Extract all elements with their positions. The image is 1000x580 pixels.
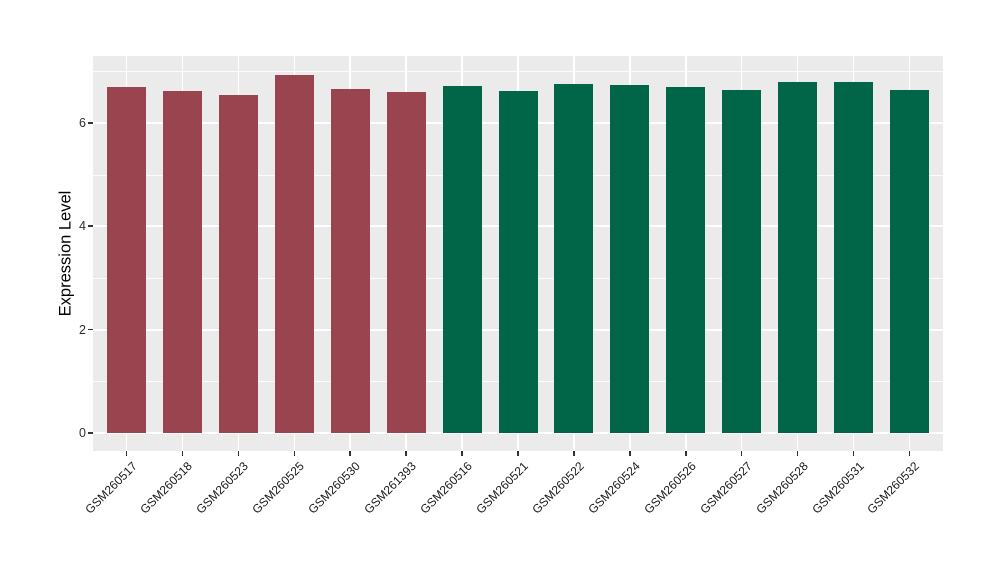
bar-GSM260524 — [610, 84, 650, 433]
x-tick-mark — [125, 451, 128, 456]
x-tick-mark — [852, 451, 855, 456]
x-tick-mark — [517, 451, 519, 456]
x-tick-mark — [796, 451, 799, 456]
y-tick-label: 2 — [79, 322, 86, 337]
y-tick-mark — [88, 122, 93, 124]
y-tick-mark — [88, 432, 93, 434]
bar-GSM260518 — [162, 90, 202, 433]
x-tick-mark — [629, 451, 631, 456]
bar-GSM260517 — [107, 87, 147, 433]
bar-GSM260527 — [722, 89, 762, 433]
bar-GSM260525 — [274, 75, 314, 433]
x-tick-mark — [461, 451, 463, 456]
x-tick-mark — [573, 451, 575, 456]
x-tick-mark — [181, 451, 184, 456]
bar-GSM260522 — [554, 84, 594, 433]
x-tick-mark — [349, 451, 351, 456]
bar-GSM260528 — [778, 81, 818, 433]
y-tick-mark — [88, 225, 93, 227]
bar-GSM260530 — [330, 89, 370, 433]
y-tick-mark — [88, 328, 93, 331]
bar-GSM260516 — [442, 86, 482, 433]
y-tick-label: 4 — [79, 219, 86, 234]
y-tick-label: 6 — [79, 115, 86, 130]
x-tick-mark — [908, 451, 911, 456]
x-tick-mark — [237, 451, 240, 456]
bar-GSM260526 — [666, 86, 706, 433]
x-tick-mark — [405, 451, 407, 456]
x-tick-mark — [293, 451, 296, 456]
bar-GSM260532 — [889, 89, 929, 433]
bar-GSM260523 — [218, 94, 258, 433]
y-tick-label: 0 — [79, 426, 86, 440]
x-tick-mark — [740, 451, 743, 456]
plot-panel — [93, 56, 943, 451]
bar-GSM260521 — [498, 90, 538, 433]
x-tick-mark — [685, 451, 687, 456]
bar-GSM260531 — [834, 81, 874, 433]
bar-GSM261393 — [386, 92, 426, 433]
